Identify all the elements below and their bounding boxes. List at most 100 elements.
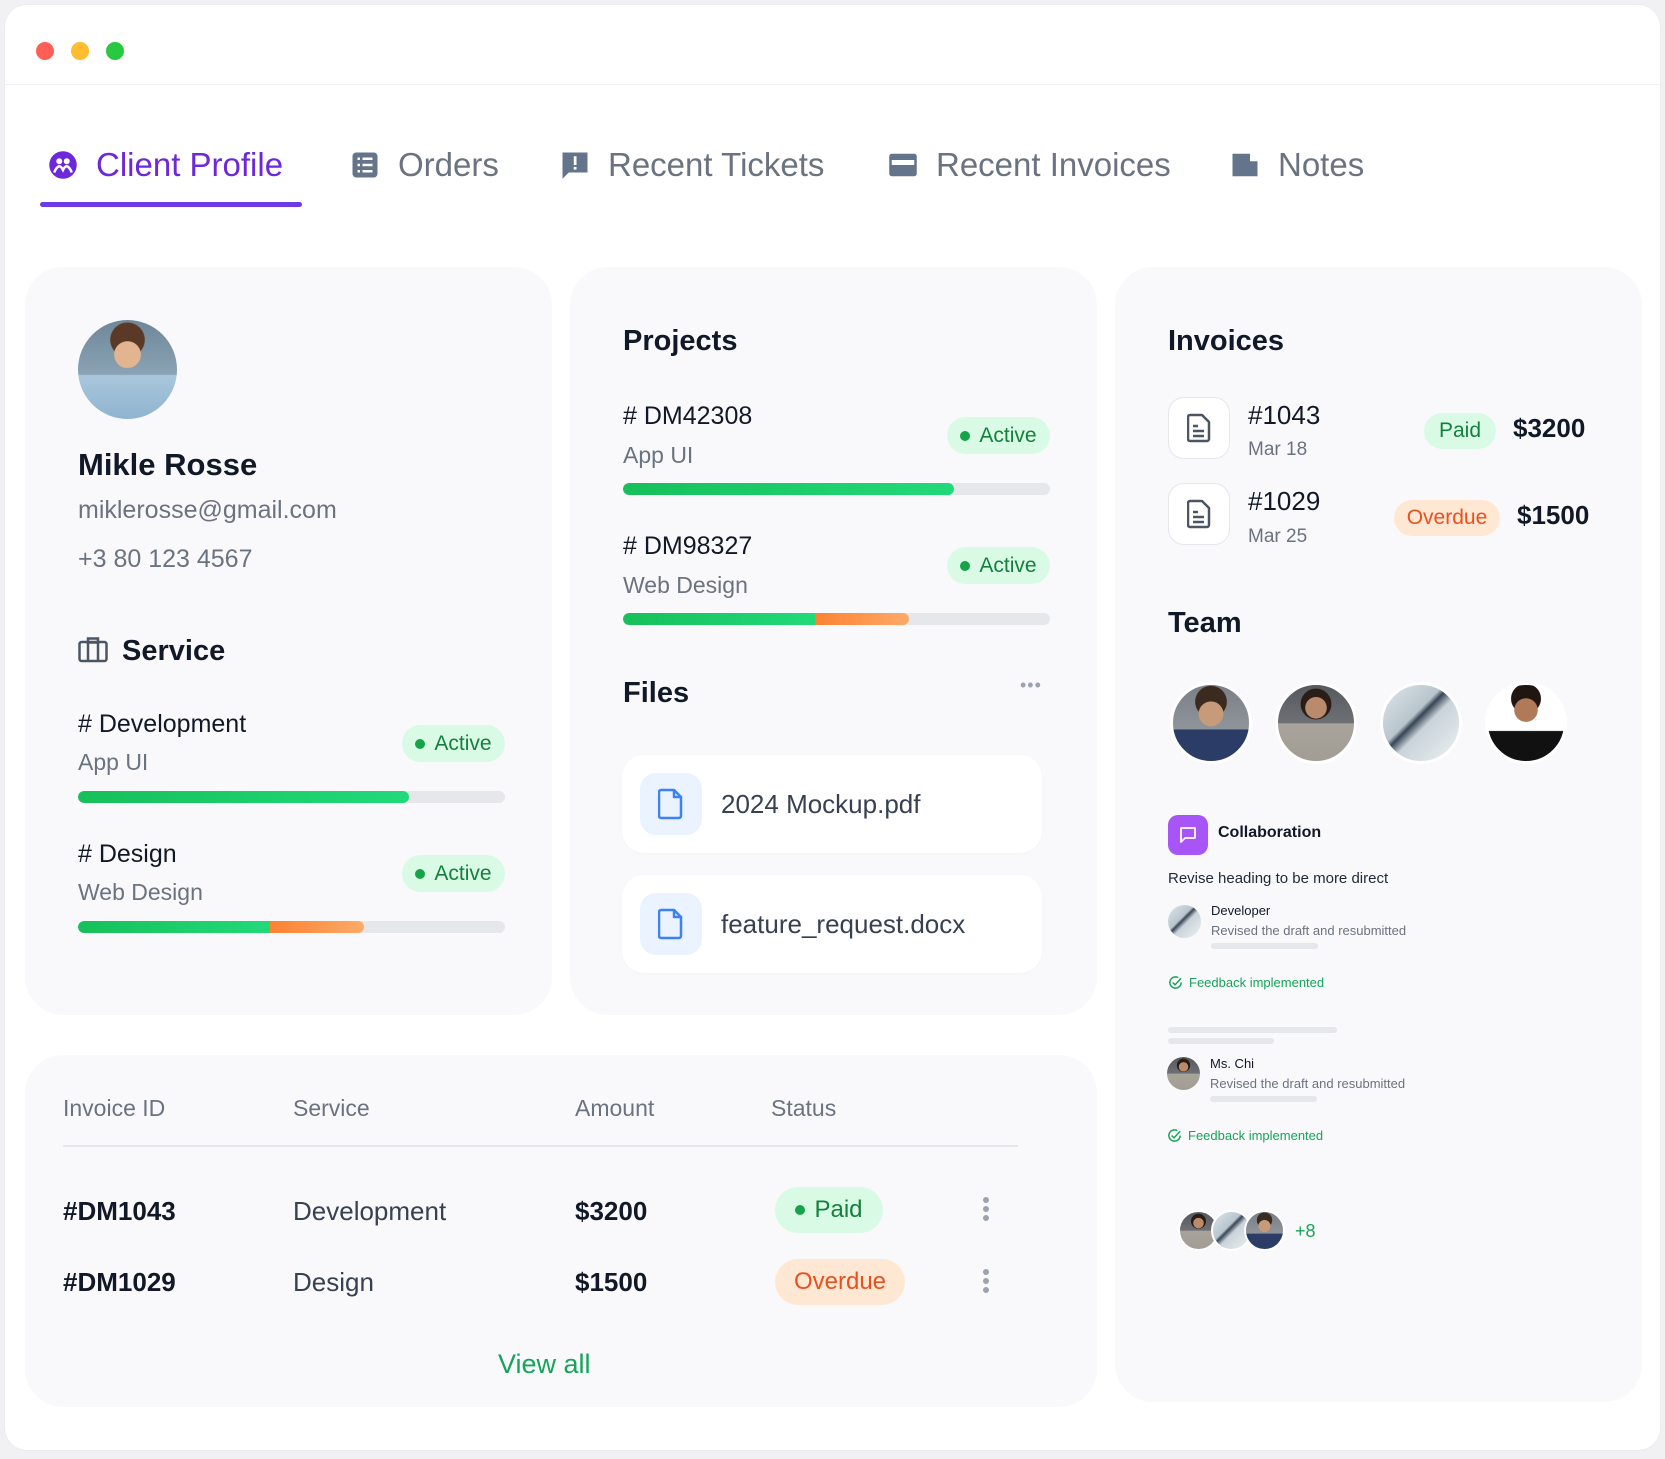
placeholder-line <box>1211 943 1318 949</box>
team-member-avatar[interactable] <box>1380 682 1462 764</box>
invoice-status-badge: Paid <box>1424 413 1496 449</box>
document-icon <box>1187 413 1211 443</box>
client-phone[interactable]: +3 80 123 4567 <box>78 545 253 573</box>
status-badge: Active <box>402 855 505 892</box>
status-label: Active <box>979 423 1037 447</box>
progress-bar <box>78 791 505 803</box>
service-title: Service <box>122 635 226 667</box>
maximize-window-button[interactable] <box>106 42 124 60</box>
team-member-avatar[interactable] <box>1170 682 1252 764</box>
progress-bar <box>78 921 505 933</box>
comment-text: Revised the draft and resubmitted <box>1210 1076 1406 1091</box>
close-window-button[interactable] <box>36 42 54 60</box>
collaboration-icon-wrapper <box>1168 815 1208 855</box>
invoice-amount: $3200 <box>1513 413 1586 443</box>
comment-author: Developer <box>1211 903 1271 918</box>
project-id[interactable]: # DM98327 <box>623 532 753 560</box>
comment-author: Ms. Chi <box>1210 1056 1255 1071</box>
status-dot <box>960 560 971 571</box>
column-header-status[interactable]: Status <box>771 1095 837 1121</box>
status-label: Active <box>979 553 1037 577</box>
tab-label: Orders <box>398 146 499 183</box>
invoice-id-cell[interactable]: #DM1043 <box>63 1196 176 1226</box>
invoice-id-cell[interactable]: #DM1029 <box>63 1267 176 1297</box>
invoice-icon-wrapper <box>1168 397 1230 459</box>
table-header-divider <box>63 1145 1018 1147</box>
progress-fill-complete <box>623 613 816 625</box>
progress-bar <box>623 613 1050 625</box>
projects-files-card: Projects # DM42308 App UI Active # DM983… <box>570 267 1097 1015</box>
comment-author-avatar <box>1167 1057 1200 1090</box>
check-circle-icon <box>1168 1129 1181 1142</box>
comment-text: Revised the draft and resubmitted <box>1211 923 1407 938</box>
invoice-status-badge: Overdue <box>1394 500 1500 536</box>
service-title-design: # Design <box>78 840 177 868</box>
active-tab-indicator <box>40 202 302 207</box>
status-dot <box>960 430 971 441</box>
title-bar <box>5 5 1660 85</box>
tab-recent-invoices[interactable]: Recent Invoices <box>888 145 1171 185</box>
progress-fill-in-progress <box>815 613 910 625</box>
invoices-team-card: Invoices #1043 Mar 18 Paid $3200 #1029 M… <box>1115 267 1642 1402</box>
tab-notes[interactable]: Notes <box>1230 145 1364 185</box>
placeholder-line <box>1210 1096 1317 1102</box>
service-cell: Design <box>293 1267 374 1297</box>
status-label: Overdue <box>793 1268 887 1295</box>
view-all-link[interactable]: View all <box>498 1349 591 1379</box>
column-header-amount[interactable]: Amount <box>575 1095 655 1121</box>
files-more-button[interactable]: ••• <box>1020 675 1042 695</box>
invoice-id[interactable]: #1043 <box>1248 400 1321 430</box>
file-icon <box>658 788 683 820</box>
status-badge: Active <box>947 547 1050 584</box>
progress-fill <box>623 483 954 495</box>
tab-recent-tickets[interactable]: Recent Tickets <box>560 145 824 185</box>
status-label: Active <box>434 731 492 755</box>
comment-author-avatar <box>1168 905 1201 938</box>
client-email[interactable]: miklerosse@gmail.com <box>78 496 337 524</box>
check-circle-icon <box>1169 976 1182 989</box>
status-label: Active <box>434 861 492 885</box>
users-circle-icon <box>49 151 77 179</box>
status-dot <box>415 738 426 749</box>
service-subtitle: App UI <box>78 749 149 775</box>
invoices-title: Invoices <box>1168 325 1285 357</box>
file-item[interactable]: 2024 Mockup.pdf <box>622 755 1042 853</box>
status-badge: Active <box>947 417 1050 454</box>
project-id[interactable]: # DM42308 <box>623 402 753 430</box>
projects-title: Projects <box>623 325 738 357</box>
row-more-options-button[interactable] <box>982 1197 990 1225</box>
status-badge: Active <box>402 725 505 762</box>
client-avatar <box>78 320 177 419</box>
minimize-window-button[interactable] <box>71 42 89 60</box>
invoice-table-card <box>25 1055 1097 1407</box>
tab-label: Recent Tickets <box>608 146 825 183</box>
team-title: Team <box>1168 607 1242 639</box>
placeholder-line <box>1168 1027 1337 1033</box>
invoice-id[interactable]: #1029 <box>1248 486 1321 516</box>
note-icon <box>1232 153 1258 177</box>
team-member-avatar[interactable] <box>1275 682 1357 764</box>
team-member-avatar[interactable] <box>1485 682 1567 764</box>
file-item[interactable]: feature_request.docx <box>622 875 1042 973</box>
column-header-service[interactable]: Service <box>293 1095 370 1121</box>
row-more-options-button[interactable] <box>982 1269 990 1297</box>
file-name: 2024 Mockup.pdf <box>721 789 921 819</box>
tab-label: Notes <box>1278 146 1365 183</box>
tab-label: Recent Invoices <box>936 146 1171 183</box>
file-name: feature_request.docx <box>721 909 966 939</box>
tab-client-profile[interactable]: Client Profile <box>48 145 283 185</box>
collaboration-title: Collaboration <box>1218 824 1322 841</box>
invoice-date: Mar 18 <box>1248 439 1308 460</box>
briefcase-icon <box>78 637 108 663</box>
progress-bar <box>623 483 1050 495</box>
alert-message-icon <box>562 152 588 179</box>
app-window: Client Profile Orders Recent Tickets Rec… <box>5 5 1660 1450</box>
status-label: Overdue <box>1406 506 1488 529</box>
tab-label: Client Profile <box>96 146 284 183</box>
feedback-status: Feedback implemented <box>1167 1128 1323 1143</box>
progress-fill <box>78 791 409 803</box>
tab-orders[interactable]: Orders <box>350 145 499 185</box>
column-header-invoice-id[interactable]: Invoice ID <box>63 1095 166 1121</box>
client-name: Mikle Rosse <box>78 447 258 482</box>
more-members-count[interactable]: +8 <box>1295 1221 1316 1241</box>
